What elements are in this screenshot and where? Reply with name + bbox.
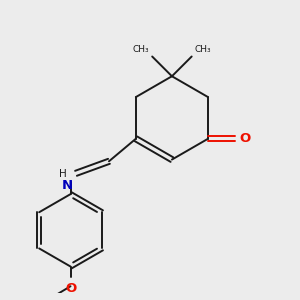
Text: CH₃: CH₃	[132, 45, 149, 54]
Text: H: H	[59, 169, 67, 179]
Text: O: O	[65, 282, 76, 295]
Text: N: N	[61, 179, 73, 192]
Text: O: O	[240, 132, 251, 145]
Text: CH₃: CH₃	[195, 45, 211, 54]
